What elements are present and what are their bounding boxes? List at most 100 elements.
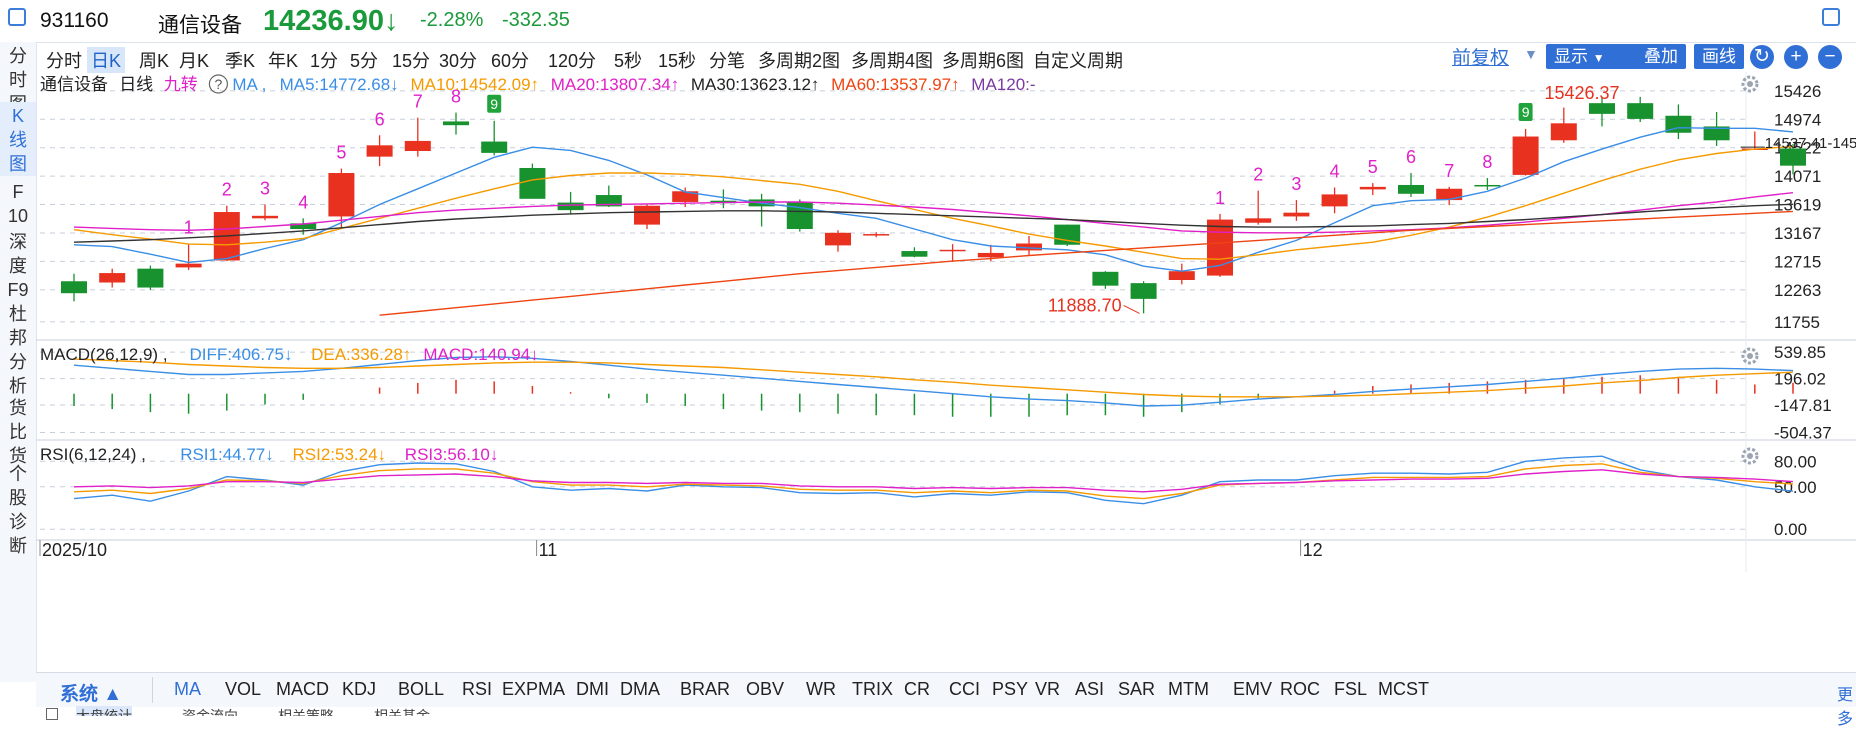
candle xyxy=(1054,224,1081,247)
sidebar-item-3[interactable]: 深度 F9 xyxy=(0,228,36,302)
candle-body xyxy=(443,121,469,126)
tab-period-17[interactable]: 多周期6图 xyxy=(942,51,1025,71)
tab-period-3[interactable]: 月K xyxy=(179,51,210,71)
fq-dropdown[interactable]: 前复权 xyxy=(1452,48,1510,69)
kline-chart[interactable]: 1542614974145221407113619131671271512263… xyxy=(36,72,1856,672)
indicator-tab-23[interactable]: FSL xyxy=(1334,679,1368,699)
candle xyxy=(825,230,851,252)
tab-period-11[interactable]: 120分 xyxy=(548,51,597,71)
tab-period-15[interactable]: 多周期2图 xyxy=(758,51,841,71)
indicator-tab-8[interactable]: DMI xyxy=(576,679,609,699)
refresh-icon[interactable]: ↻ xyxy=(1750,45,1774,69)
tab-period-5[interactable]: 年K xyxy=(268,51,299,71)
indicator-tab-15[interactable]: CCI xyxy=(949,679,980,699)
tab-period-13[interactable]: 15秒 xyxy=(658,51,697,71)
sidebar-item-label: 度 xyxy=(9,256,27,276)
tab-period-16[interactable]: 多周期4图 xyxy=(851,51,934,71)
tab-period-4[interactable]: 季K xyxy=(225,51,256,71)
draw-line-button[interactable]: 画线 xyxy=(1694,44,1744,69)
gear-icon[interactable] xyxy=(1741,347,1759,365)
candle xyxy=(1168,263,1195,285)
fq-chevron-down-icon[interactable]: ▼ xyxy=(1524,46,1538,62)
candle xyxy=(1398,173,1424,197)
footer-tab-1[interactable]: 资金流向 xyxy=(182,708,238,716)
sidebar-item-label: 线 xyxy=(9,130,27,150)
tab-period-0[interactable]: 分时 xyxy=(46,51,82,71)
y-tick-label: -504.37 xyxy=(1774,423,1832,442)
tab-period-7[interactable]: 5分 xyxy=(350,51,379,71)
sidebar-item-4[interactable]: 杜邦分析 xyxy=(0,300,36,398)
tab-period-9[interactable]: 30分 xyxy=(439,51,478,71)
gear-icon[interactable] xyxy=(1741,447,1759,465)
sidebar-item-6[interactable]: 个股诊断 xyxy=(0,460,36,558)
indicator-tab-1[interactable]: MA xyxy=(174,679,201,699)
title-bar: 931160 通信设备 14236.90↓ -2.28% -332.35 xyxy=(0,0,1856,43)
indicator-tab-0[interactable]: 系统 ▲ xyxy=(60,684,123,705)
indicator-tab-22[interactable]: ROC xyxy=(1280,679,1320,699)
indicator-tab-11[interactable]: OBV xyxy=(746,679,785,699)
footer-checkbox-icon[interactable] xyxy=(46,708,58,720)
sidebar-item-label: 货 xyxy=(9,398,27,418)
tab-period-18[interactable]: 自定义周期 xyxy=(1033,51,1123,71)
gear-icon[interactable] xyxy=(1741,75,1759,93)
sidebar-item-label: 10 xyxy=(7,206,29,226)
sidebar-item-label: 图 xyxy=(9,154,27,174)
indicator-tab-9[interactable]: DMA xyxy=(620,679,660,699)
indicator-bar: 系统 ▲ MA VOL MACD KDJ BOLL RSI EXPMA DMI DMA BRAR OB… xyxy=(36,672,1856,728)
indicator-tab-3[interactable]: MACD xyxy=(276,679,329,699)
y-tick-label: -147.81 xyxy=(1774,396,1832,415)
nine-turn-label: 9 xyxy=(1522,104,1530,120)
sidebar-item-5[interactable]: 货比货 xyxy=(0,394,36,468)
nine-turn-label: 7 xyxy=(413,92,423,112)
sidebar-toggle-icon[interactable] xyxy=(8,8,26,26)
zoom-out-icon[interactable]: − xyxy=(1818,45,1842,69)
tab-period-1[interactable]: 日K xyxy=(87,47,126,73)
indicator-tab-10[interactable]: BRAR xyxy=(680,679,731,699)
footer-tab-2[interactable]: 相关策略 xyxy=(278,708,334,716)
indicator-tab-6[interactable]: RSI xyxy=(462,679,493,699)
sidebar-item-2[interactable]: F 10 xyxy=(0,178,36,228)
indicator-tab-24[interactable]: MCST xyxy=(1378,679,1429,699)
svg-text:?: ? xyxy=(215,76,223,92)
indicator-tab-17[interactable]: VR xyxy=(1035,679,1061,699)
indicator-tab-14[interactable]: CR xyxy=(904,679,930,699)
candle-body xyxy=(1168,271,1195,280)
candle-body xyxy=(1436,188,1463,201)
tab-period-6[interactable]: 1分 xyxy=(310,51,339,71)
low-annotation: 11888.70 xyxy=(1048,295,1122,315)
sidebar-item-label: F9 xyxy=(7,280,29,300)
y-tick-label: 13167 xyxy=(1774,224,1821,243)
indicator-tab-2[interactable]: VOL xyxy=(225,679,262,699)
x-tick-label: 11 xyxy=(539,540,558,560)
overlay-button[interactable]: 叠加 xyxy=(1636,44,1686,69)
indicator-tab-16[interactable]: PSY xyxy=(992,679,1029,699)
indicator-tab-13[interactable]: TRIX xyxy=(852,679,894,699)
indicator-tab-21[interactable]: EMV xyxy=(1233,679,1273,699)
zoom-in-icon[interactable]: + xyxy=(1784,45,1808,69)
tab-period-8[interactable]: 15分 xyxy=(392,51,431,71)
high-annotation: 15426.37 xyxy=(1544,83,1619,103)
tab-period-2[interactable]: 周K xyxy=(139,51,170,71)
candle-body xyxy=(863,234,890,236)
footer-tab-0[interactable]: 大盘统计 xyxy=(76,706,132,716)
indicator-tab-18[interactable]: ASI xyxy=(1075,679,1105,699)
sidebar-item-label: 杜 xyxy=(9,304,27,324)
indicator-tab-20[interactable]: MTM xyxy=(1168,679,1209,699)
help-icon[interactable]: ? xyxy=(208,74,228,94)
tab-period-12[interactable]: 5秒 xyxy=(614,51,643,71)
indicator-tab-19[interactable]: SAR xyxy=(1118,679,1156,699)
y-tick-label: 15426 xyxy=(1774,82,1821,101)
indicator-tab-4[interactable]: KDJ xyxy=(342,679,377,699)
indicator-tab-7[interactable]: EXPMA xyxy=(502,679,566,699)
show-dropdown-button[interactable]: 显示 ▼ xyxy=(1546,44,1638,69)
footer-tab-3[interactable]: 相关基金 xyxy=(374,708,430,716)
legend-item: MA5:14772.68↓ xyxy=(280,75,399,94)
indicator-tab-5[interactable]: BOLL xyxy=(398,679,445,699)
tab-period-10[interactable]: 60分 xyxy=(491,51,530,71)
indicator-tab-12[interactable]: WR xyxy=(806,679,836,699)
candle xyxy=(1550,107,1577,143)
indicator-tab-25[interactable]: 更多 xyxy=(1837,687,1854,728)
tab-period-14[interactable]: 分笔 xyxy=(709,51,745,71)
window-restore-icon[interactable] xyxy=(1822,8,1840,26)
